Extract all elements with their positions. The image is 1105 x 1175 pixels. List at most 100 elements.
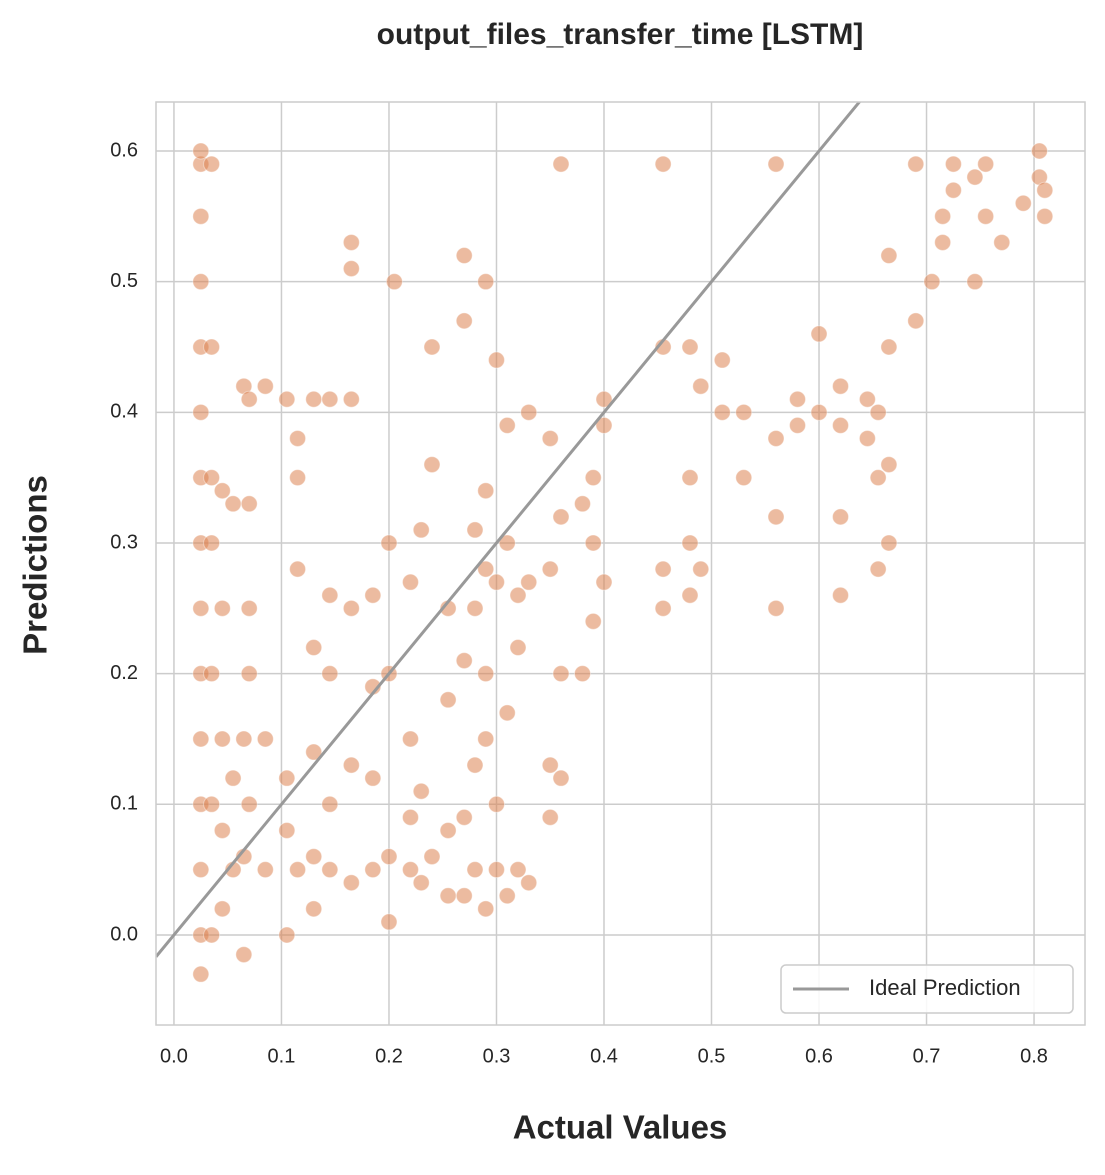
- data-point: [584, 612, 602, 630]
- data-point: [498, 704, 516, 722]
- data-point: [439, 691, 457, 709]
- data-point: [305, 743, 323, 761]
- data-point: [213, 821, 231, 839]
- data-point: [573, 495, 591, 513]
- data-point: [321, 795, 339, 813]
- data-point: [192, 965, 210, 983]
- data-point: [466, 521, 484, 539]
- data-point: [1030, 142, 1048, 160]
- data-point: [192, 403, 210, 421]
- data-point: [810, 403, 828, 421]
- data-point: [380, 913, 398, 931]
- y-tick-label: 0.1: [110, 793, 138, 815]
- data-point: [321, 665, 339, 683]
- data-point: [767, 508, 785, 526]
- data-point: [256, 377, 274, 395]
- data-point: [880, 456, 898, 474]
- data-point: [240, 599, 258, 617]
- data-point: [654, 560, 672, 578]
- data-point: [203, 926, 221, 944]
- data-point: [439, 887, 457, 905]
- data-point: [477, 273, 495, 291]
- data-point: [810, 325, 828, 343]
- data-point: [305, 390, 323, 408]
- data-point: [423, 848, 441, 866]
- data-point: [477, 482, 495, 500]
- data-point: [192, 730, 210, 748]
- data-point: [305, 848, 323, 866]
- data-point: [455, 312, 473, 330]
- data-point: [364, 586, 382, 604]
- data-point: [789, 390, 807, 408]
- data-point: [681, 469, 699, 487]
- data-point: [203, 469, 221, 487]
- data-point: [321, 390, 339, 408]
- data-point: [1014, 194, 1032, 212]
- data-point: [487, 351, 505, 369]
- data-point: [455, 887, 473, 905]
- data-point: [192, 861, 210, 879]
- data-point: [401, 730, 419, 748]
- data-point: [552, 155, 570, 173]
- data-point: [595, 416, 613, 434]
- data-point: [423, 338, 441, 356]
- data-point: [520, 874, 538, 892]
- data-point: [573, 665, 591, 683]
- data-point: [224, 769, 242, 787]
- data-point: [380, 848, 398, 866]
- data-point: [767, 599, 785, 617]
- data-point: [364, 861, 382, 879]
- data-point: [477, 900, 495, 918]
- data-point: [240, 795, 258, 813]
- plot-area: [156, 102, 1054, 983]
- data-point: [584, 534, 602, 552]
- data-point: [977, 207, 995, 225]
- data-point: [278, 769, 296, 787]
- data-point: [455, 247, 473, 265]
- x-tick-label: 0.2: [375, 1045, 403, 1067]
- data-point: [477, 560, 495, 578]
- x-tick-label: 0.1: [268, 1045, 296, 1067]
- data-point: [498, 887, 516, 905]
- data-point: [541, 808, 559, 826]
- data-point: [342, 756, 360, 774]
- data-point: [342, 233, 360, 251]
- data-point: [412, 874, 430, 892]
- y-tick-label: 0.0: [110, 923, 138, 945]
- data-point: [869, 469, 887, 487]
- data-point: [552, 769, 570, 787]
- data-point: [832, 508, 850, 526]
- data-point: [832, 416, 850, 434]
- x-tick-label: 0.6: [805, 1045, 833, 1067]
- data-point: [498, 416, 516, 434]
- data-point: [735, 403, 753, 421]
- data-point: [767, 155, 785, 173]
- y-axis-label: Predictions: [17, 475, 54, 655]
- data-point: [289, 560, 307, 578]
- data-point: [412, 782, 430, 800]
- data-point: [735, 469, 753, 487]
- data-point: [520, 403, 538, 421]
- x-tick-label: 0.3: [483, 1045, 511, 1067]
- data-point: [240, 495, 258, 513]
- data-point: [256, 861, 274, 879]
- data-point: [654, 599, 672, 617]
- data-point: [466, 599, 484, 617]
- data-point: [487, 573, 505, 591]
- x-tick-label: 0.4: [590, 1045, 618, 1067]
- data-point: [1036, 207, 1054, 225]
- data-point: [342, 874, 360, 892]
- data-point: [552, 665, 570, 683]
- data-point: [192, 207, 210, 225]
- data-point: [305, 639, 323, 657]
- data-point: [278, 390, 296, 408]
- data-point: [401, 861, 419, 879]
- data-point: [832, 377, 850, 395]
- data-point: [203, 534, 221, 552]
- y-tick-label: 0.3: [110, 531, 138, 553]
- data-point: [278, 821, 296, 839]
- data-point: [509, 861, 527, 879]
- data-point: [439, 821, 457, 839]
- data-point: [213, 599, 231, 617]
